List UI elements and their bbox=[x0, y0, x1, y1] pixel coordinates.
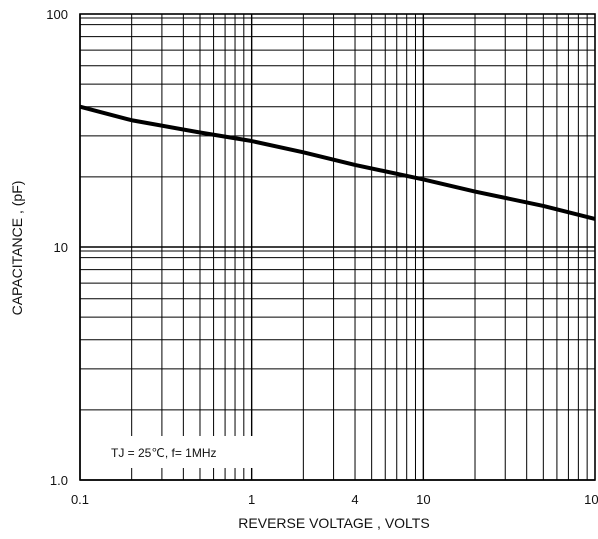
conditions-annotation: TJ = 25℃, f= 1MHz bbox=[111, 446, 217, 460]
y-axis-label: CAPACITANCE , (pF) bbox=[9, 181, 25, 316]
y-tick-label: 10 bbox=[54, 240, 68, 255]
tick-labels: 0.1 1 4 10 100 1.0 10 100 bbox=[46, 7, 598, 507]
plot-border bbox=[79, 13, 596, 481]
series-line-0 bbox=[79, 104, 596, 221]
x-tick-label: 0.1 bbox=[71, 492, 89, 507]
x-tick-label: 4 bbox=[351, 492, 358, 507]
y-tick-label: 100 bbox=[46, 7, 68, 22]
x-tick-label: 1 bbox=[248, 492, 255, 507]
plot-frame bbox=[79, 13, 596, 481]
y-tick-label: 1.0 bbox=[50, 473, 68, 488]
series bbox=[79, 104, 596, 221]
x-tick-label: 10 bbox=[416, 492, 430, 507]
annotation-background bbox=[102, 436, 254, 468]
x-axis-label: REVERSE VOLTAGE , VOLTS bbox=[238, 515, 429, 531]
grid bbox=[79, 14, 595, 481]
x-tick-label: 100 bbox=[584, 492, 598, 507]
